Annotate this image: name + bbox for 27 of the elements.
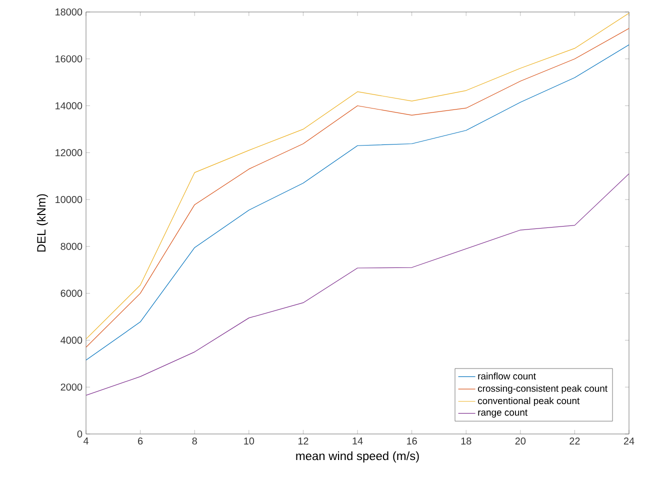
x-tick-label: 22 xyxy=(570,438,580,444)
y-tick-label: 2000 xyxy=(60,384,82,391)
x-tick-label: 12 xyxy=(298,438,308,444)
y-tick-label: 8000 xyxy=(60,242,82,250)
y-tick-label: 6000 xyxy=(60,290,82,297)
y-tick-label: 14000 xyxy=(56,102,82,110)
legend-label: conventional peak count xyxy=(478,397,580,406)
x-tick-label: 16 xyxy=(407,438,417,445)
x-tick-label: 24 xyxy=(624,438,634,444)
y-tick-label: 18000 xyxy=(56,8,82,16)
x-tick-label: 8 xyxy=(192,438,197,445)
y-tick-label: 10000 xyxy=(56,196,82,204)
y-tick-label: 12000 xyxy=(56,149,82,156)
y-tick-label: 0 xyxy=(77,430,82,438)
x-axis-title: mean wind speed (m/s) xyxy=(296,451,419,463)
y-axis-title: DEL (kNm) xyxy=(36,194,48,252)
y-tick-label: 4000 xyxy=(60,336,82,344)
legend-label: rainflow count xyxy=(478,372,536,380)
x-tick-label: 18 xyxy=(461,438,472,445)
legend-label: crossing-consistent peak count xyxy=(478,384,608,394)
x-tick-label: 14 xyxy=(352,438,363,444)
x-tick-label: 20 xyxy=(515,438,526,445)
x-tick-label: 10 xyxy=(244,438,254,445)
y-tick-label: 16000 xyxy=(56,55,82,62)
x-tick-label: 6 xyxy=(138,438,143,445)
x-tick-label: 4 xyxy=(83,438,88,444)
legend-label: range count xyxy=(478,410,528,418)
